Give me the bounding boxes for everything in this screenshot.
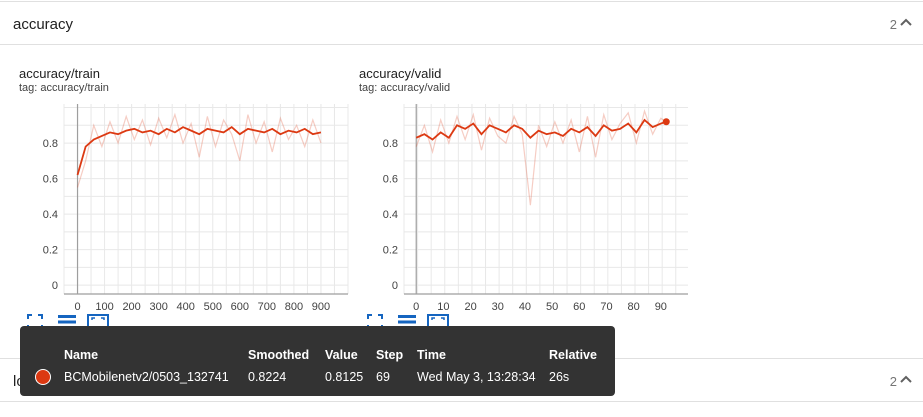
tooltip-header-value: Value — [325, 348, 358, 362]
tooltip-time: Wed May 3, 13:28:34 — [417, 370, 536, 384]
chart-card-valid: accuracy/valid tag: accuracy/valid 0 0.2 0… — [359, 62, 694, 342]
chart-title: accuracy/train — [19, 66, 100, 81]
x-tick-label: 80 — [628, 301, 640, 312]
hover-tooltip: Name Smoothed Value Step Time Relative B… — [20, 326, 615, 396]
hover-point — [662, 118, 670, 126]
y-tick-label: 0.4 — [383, 209, 398, 221]
x-tick-label: 100 — [95, 301, 113, 312]
x-tick-label: 40 — [519, 301, 531, 312]
line-chart-valid[interactable]: 0 0.2 0.4 0.6 0.8 0 10 20 30 40 50 60 70 80 90 — [359, 98, 694, 312]
tooltip-step: 69 — [376, 370, 390, 384]
y-tick-label: 0 — [392, 280, 398, 292]
x-tick-label: 20 — [464, 301, 476, 312]
y-tick-label: 0.6 — [383, 174, 398, 186]
y-tick-label: 0.4 — [43, 209, 58, 221]
x-tick-label: 10 — [437, 301, 449, 312]
x-tick-label: 0 — [413, 301, 419, 312]
x-tick-label: 50 — [546, 301, 558, 312]
x-tick-label: 500 — [204, 301, 222, 312]
x-tick-label: 70 — [600, 301, 612, 312]
tooltip-header-smoothed: Smoothed — [248, 348, 310, 362]
section-title: accuracy — [13, 16, 74, 33]
series-raw-line — [76, 112, 322, 188]
fullscreen-icon[interactable] — [367, 314, 389, 332]
y-tick-label: 0.2 — [383, 245, 398, 257]
chart-title: accuracy/valid — [359, 66, 442, 81]
x-tick-label: 800 — [285, 301, 303, 312]
run-color-swatch — [35, 369, 51, 385]
y-tick-label: 0.8 — [43, 138, 58, 150]
fullscreen-icon[interactable] — [27, 314, 49, 332]
series-smoothed-line — [415, 118, 667, 141]
tooltip-header-relative: Relative — [549, 348, 597, 362]
series-raw-line — [415, 109, 667, 206]
x-tick-label: 300 — [149, 301, 167, 312]
x-tick-label: 600 — [231, 301, 249, 312]
x-tick-label: 400 — [177, 301, 195, 312]
x-tick-label: 700 — [258, 301, 276, 312]
y-tick-label: 0.2 — [43, 245, 58, 257]
chevron-up-icon[interactable] — [899, 372, 913, 386]
x-tick-label: 0 — [74, 301, 80, 312]
tooltip-relative: 26s — [549, 370, 570, 384]
x-tick-label: 900 — [312, 301, 330, 312]
chart-tag: tag: accuracy/train — [19, 82, 109, 94]
y-tick-label: 0.6 — [43, 174, 58, 186]
section-count: 2 — [889, 374, 897, 389]
y-tick-label: 0 — [52, 280, 58, 292]
y-tick-label: 0.8 — [383, 138, 398, 150]
x-tick-label: 200 — [122, 301, 140, 312]
chart-card-train: accuracy/train tag: accuracy/train 0 0.2 0… — [19, 62, 354, 342]
x-tick-label: 60 — [573, 301, 585, 312]
tooltip-smoothed-value: 0.8224 — [248, 370, 287, 384]
section-header-accuracy[interactable]: accuracy 2 — [0, 1, 923, 45]
chart-tag: tag: accuracy/valid — [359, 82, 451, 94]
section-count: 2 — [889, 17, 897, 32]
x-tick-label: 90 — [655, 301, 667, 312]
tooltip-header-name: Name — [64, 348, 99, 362]
tooltip-raw-value: 0.8125 — [325, 370, 364, 384]
tooltip-run-name: BCMobilenetv2/0503_132741 — [64, 370, 229, 384]
line-chart-train[interactable]: 0 0.2 0.4 0.6 0.8 0 100 200 300 400 500 600 700 800 90… — [19, 98, 354, 312]
tooltip-header-step: Step — [376, 348, 404, 362]
tooltip-header-time: Time — [417, 348, 446, 362]
series-smoothed-line — [76, 125, 322, 176]
chevron-up-icon[interactable] — [899, 15, 913, 29]
x-tick-label: 30 — [492, 301, 504, 312]
